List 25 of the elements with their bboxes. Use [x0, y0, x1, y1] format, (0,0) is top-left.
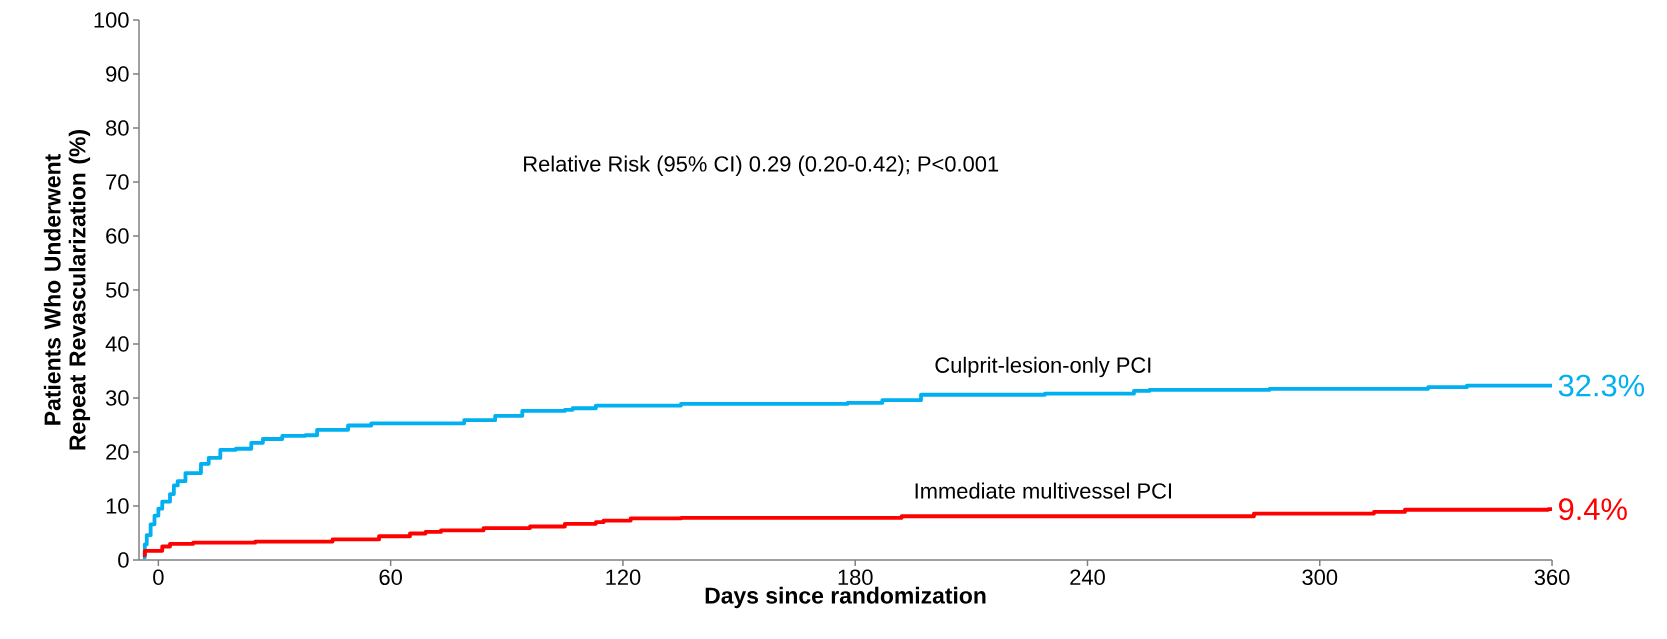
x-axis-title: Days since randomization [705, 586, 986, 609]
y-tick-label: 70 [106, 174, 129, 190]
y-tick-label: 90 [106, 66, 129, 82]
x-tick-label: 300 [1302, 569, 1338, 586]
y-tick-label: 80 [106, 120, 129, 136]
data-label: 32.3% [1558, 374, 1645, 397]
data-label: 9.4% [1559, 498, 1627, 521]
y-tick-label: 100 [94, 12, 129, 28]
y-tick-label: 10 [106, 498, 129, 514]
annotation: Relative Risk (95% CI) 0.29 (0.20-0.42); P<0.001 [524, 155, 999, 176]
x-tick-label: 60 [379, 569, 402, 586]
y-tick-label: 0 [118, 552, 129, 568]
x-tick-label: 180 [838, 569, 873, 586]
x-tick-label: 240 [1070, 569, 1105, 586]
y-tick-label: 40 [105, 336, 129, 352]
y-tick-label: 60 [106, 228, 129, 244]
x-tick-label: 0 [153, 569, 164, 586]
y-tick-label: 50 [105, 282, 129, 298]
x-tick-label: 360 [1534, 569, 1570, 586]
y-axis-title: Patients Who Underwent Repeat Revascularization (%) [43, 130, 91, 450]
series-label: Immediate multivessel PCI [915, 482, 1171, 499]
series-label: Culprit-lesion-only PCI [935, 356, 1151, 378]
y-tick-label: 20 [106, 444, 129, 460]
y-tick-label: 30 [105, 390, 129, 406]
x-tick-label: 120 [606, 569, 641, 586]
